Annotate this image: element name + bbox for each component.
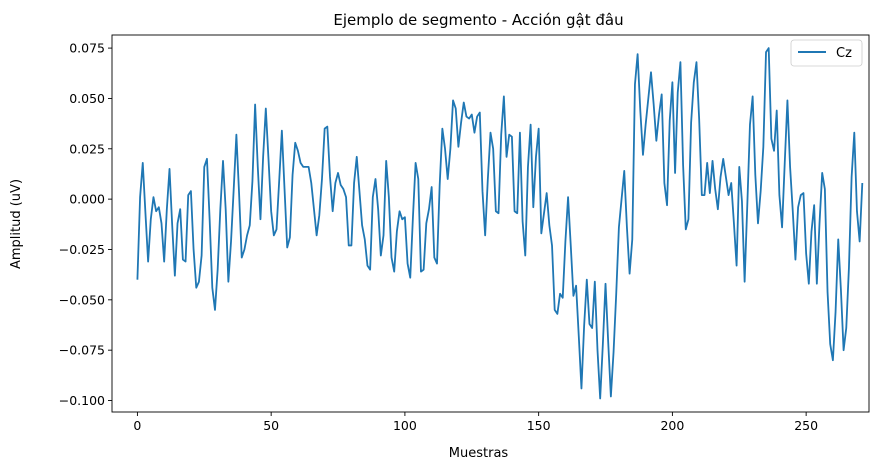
x-tick-label: 150 [527, 418, 551, 433]
y-tick-label: −0.075 [59, 343, 105, 358]
series-layer [136, 47, 864, 400]
x-tick-label: 100 [393, 418, 417, 433]
y-tick-label: 0.050 [69, 91, 105, 106]
y-tick-label: −0.100 [59, 393, 105, 408]
legend: Cz [790, 39, 863, 67]
legend-label: Cz [836, 46, 852, 61]
y-axis-label: Amplitud (uV) [9, 179, 24, 269]
x-tick-label: 0 [133, 418, 141, 433]
plot-area [111, 34, 870, 413]
x-tick-label: 50 [263, 418, 279, 433]
y-tick-label: −0.025 [59, 242, 105, 257]
chart-title: Ejemplo de segmento - Acción gật đâu [333, 11, 623, 29]
series-line-cz [136, 47, 864, 400]
x-tick-label: 200 [660, 418, 684, 433]
y-tick-label: 0.000 [69, 192, 105, 207]
x-axis-label: Muestras [449, 446, 509, 461]
y-tick-label: 0.075 [69, 41, 105, 56]
plot-frame [111, 34, 870, 413]
y-tick-label: −0.050 [59, 292, 105, 307]
y-tick-label: 0.025 [69, 141, 105, 156]
y-axis-ticks: −0.100 −0.075 −0.050 −0.025 0.000 0.025 0.050 0… [59, 41, 112, 408]
x-tick-label: 250 [794, 418, 818, 433]
x-axis-ticks: 0 50 100 150 200 250 [133, 412, 818, 433]
legend-box [790, 39, 863, 67]
